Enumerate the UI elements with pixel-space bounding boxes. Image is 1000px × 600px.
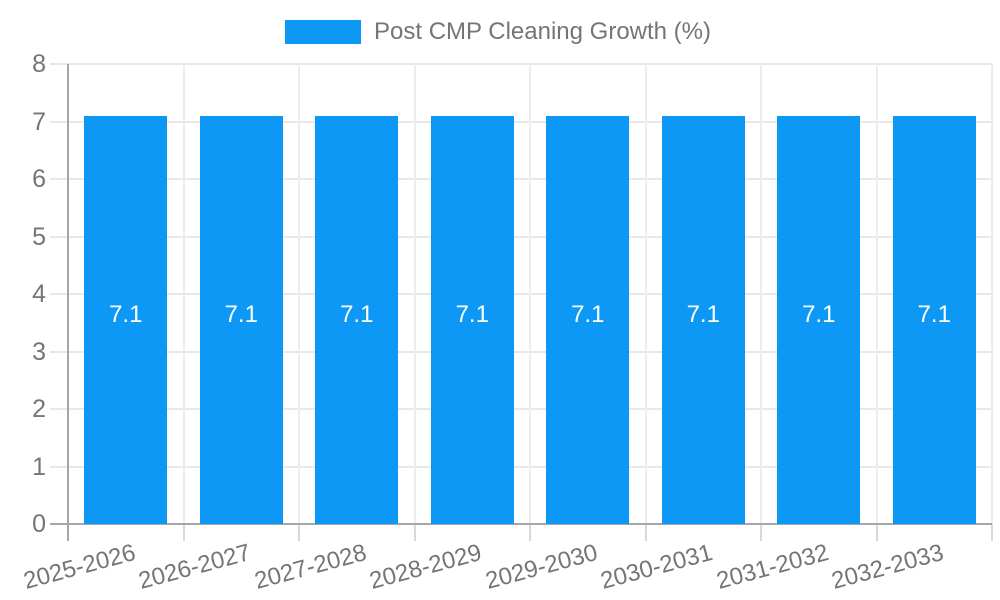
y-axis-label: 4 (32, 280, 46, 308)
x-axis-label: 2027-2028 (251, 539, 370, 595)
x-axis-tick (298, 524, 300, 541)
x-axis-tick (413, 524, 416, 541)
gridline-x (644, 64, 647, 524)
y-axis-tick (50, 235, 68, 238)
y-axis-label: 3 (32, 337, 46, 366)
x-axis-label: 2026-2027 (136, 539, 254, 595)
x-axis-label: 2031-2032 (713, 539, 832, 595)
bar-value-label: 7.1 (571, 300, 605, 328)
x-axis-label: 2025-2026 (20, 539, 139, 595)
y-axis-tick (50, 63, 68, 65)
bar[interactable]: 7.1 (777, 115, 861, 524)
x-axis-label: 2030-2031 (598, 539, 716, 595)
y-axis-tick (50, 178, 68, 180)
x-axis-tick (760, 524, 762, 541)
bar[interactable]: 7.1 (84, 115, 168, 524)
y-axis-line (67, 64, 69, 541)
bar-value-label: 7.1 (802, 300, 836, 328)
y-axis-label: 1 (32, 452, 46, 481)
gridline-x (413, 64, 416, 524)
legend[interactable]: Post CMP Cleaning Growth (%) (285, 20, 711, 44)
gridline-x (298, 64, 300, 524)
gridline-x (182, 64, 185, 524)
y-axis-tick (50, 465, 68, 468)
y-axis-tick (50, 350, 68, 353)
bar-value-label: 7.1 (224, 300, 258, 328)
bar-value-label: 7.1 (686, 300, 720, 328)
y-axis-label: 0 (32, 510, 46, 538)
y-axis-label: 5 (32, 222, 46, 251)
bar[interactable]: 7.1 (430, 115, 514, 524)
x-axis-tick (644, 524, 647, 541)
y-axis-tick (50, 120, 68, 123)
bar[interactable]: 7.1 (661, 115, 745, 524)
x-axis-tick (529, 524, 531, 541)
legend-swatch (285, 20, 361, 44)
bar[interactable]: 7.1 (199, 115, 283, 524)
x-axis-tick (991, 524, 993, 541)
bar-value-label: 7.1 (109, 300, 143, 328)
bar-value-label: 7.1 (917, 300, 951, 328)
x-axis-tick (875, 524, 878, 541)
x-axis-label: 2028-2029 (367, 539, 485, 595)
x-axis-label: 2032-2033 (829, 539, 947, 595)
gridline-x (991, 64, 993, 524)
y-axis-label: 7 (32, 107, 46, 136)
x-axis-tick (182, 524, 185, 541)
y-axis-label: 8 (32, 50, 46, 78)
y-axis-tick (50, 293, 68, 295)
bar[interactable]: 7.1 (315, 115, 399, 524)
bar[interactable]: 7.1 (546, 115, 630, 524)
bar-value-label: 7.1 (340, 300, 374, 328)
bar[interactable]: 7.1 (892, 115, 976, 524)
y-axis-label: 6 (32, 165, 46, 193)
bar-value-label: 7.1 (455, 300, 489, 328)
legend-label: Post CMP Cleaning Growth (%) (374, 18, 712, 45)
y-axis-label: 2 (32, 395, 46, 423)
gridline-x (875, 64, 878, 524)
y-axis-tick (50, 408, 68, 410)
x-axis-label: 2029-2030 (482, 539, 601, 595)
gridline-x (529, 64, 531, 524)
gridline-x (760, 64, 762, 524)
x-axis-baseline (50, 523, 992, 525)
